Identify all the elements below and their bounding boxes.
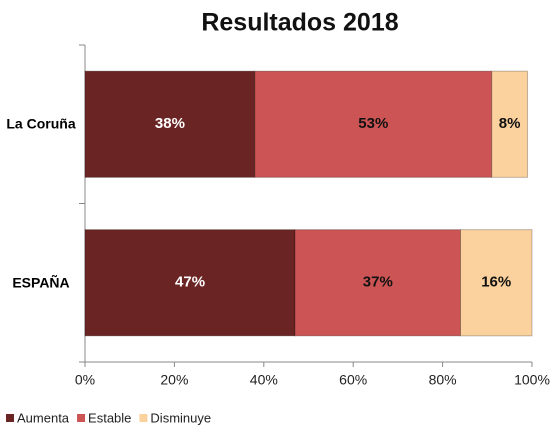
legend-label: Estable — [88, 410, 131, 425]
y-tick-label: La Coruña — [6, 115, 76, 132]
data-label: 38% — [155, 115, 185, 132]
data-label: 47% — [175, 274, 205, 291]
legend-label: Disminuye — [150, 410, 211, 425]
bar-segment — [294, 229, 461, 337]
legend-swatch — [139, 414, 148, 422]
data-label: 16% — [481, 274, 511, 291]
bar-segment — [491, 70, 529, 178]
bar-segment — [254, 70, 493, 178]
legend-swatch — [77, 414, 86, 422]
data-label: 53% — [358, 115, 388, 132]
data-label: 37% — [363, 274, 393, 291]
x-tick-label: 40% — [250, 372, 278, 388]
y-tick-label: ESPAÑA — [12, 274, 70, 291]
bar-segment — [459, 229, 533, 337]
x-tick-label: 20% — [160, 372, 188, 388]
legend-label: Aumenta — [17, 410, 70, 425]
chart-title: Resultados 2018 — [201, 9, 398, 37]
legend-swatch — [6, 414, 14, 422]
x-tick-label: 0% — [75, 372, 95, 388]
bar-segment — [84, 70, 256, 178]
bar-segment — [84, 229, 296, 337]
data-label: 8% — [499, 115, 521, 132]
x-tick-label: 100% — [514, 372, 550, 388]
x-tick-label: 60% — [339, 372, 367, 388]
x-tick-label: 80% — [429, 372, 457, 388]
